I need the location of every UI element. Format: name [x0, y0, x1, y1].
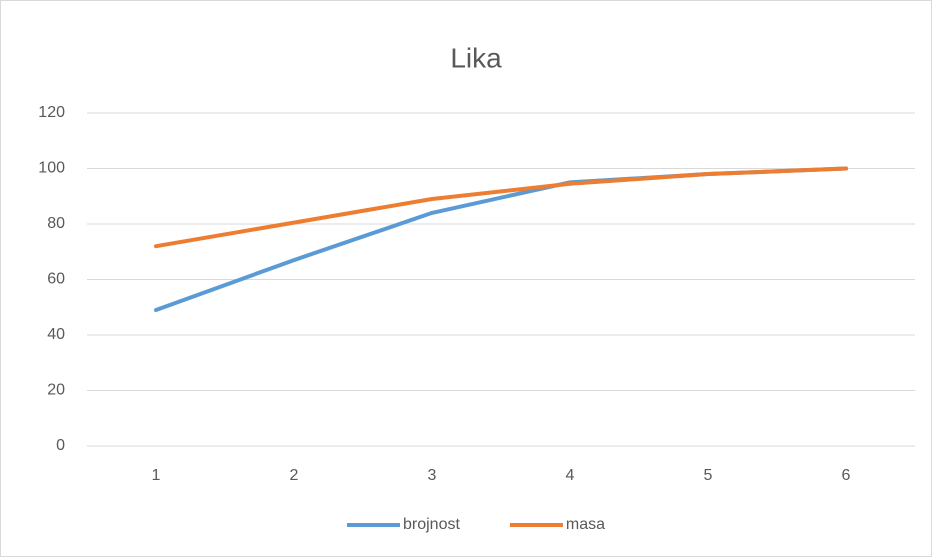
y-tick-label: 20 [47, 382, 65, 399]
x-tick-label: 5 [704, 467, 713, 484]
legend-label: brojnost [403, 516, 460, 533]
series-line [154, 166, 848, 249]
x-tick-label: 4 [566, 467, 575, 484]
x-tick-label: 1 [152, 467, 161, 484]
y-tick-label: 80 [47, 215, 65, 232]
chart-title: Lika [450, 42, 502, 73]
y-tick-label: 120 [38, 104, 65, 121]
legend-label: masa [566, 516, 605, 533]
x-tick-label: 3 [428, 467, 437, 484]
y-tick-label: 60 [47, 271, 65, 288]
y-tick-label: 40 [47, 326, 65, 343]
y-tick-label: 100 [38, 160, 65, 177]
x-tick-label: 6 [842, 467, 851, 484]
y-tick-label: 0 [56, 437, 65, 454]
x-tick-label: 2 [290, 467, 299, 484]
